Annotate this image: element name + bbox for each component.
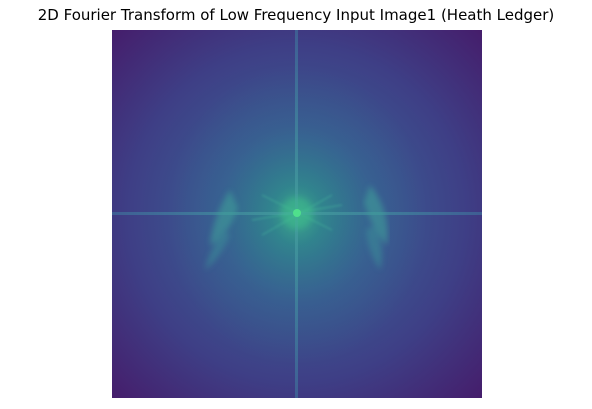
spectrum-svg [112,30,482,398]
figure-title: 2D Fourier Transform of Low Frequency In… [37,6,555,24]
right-lobe [364,185,388,270]
dc-component [293,209,301,217]
fft-spectrum-image [112,30,482,398]
left-lobe [205,190,238,270]
